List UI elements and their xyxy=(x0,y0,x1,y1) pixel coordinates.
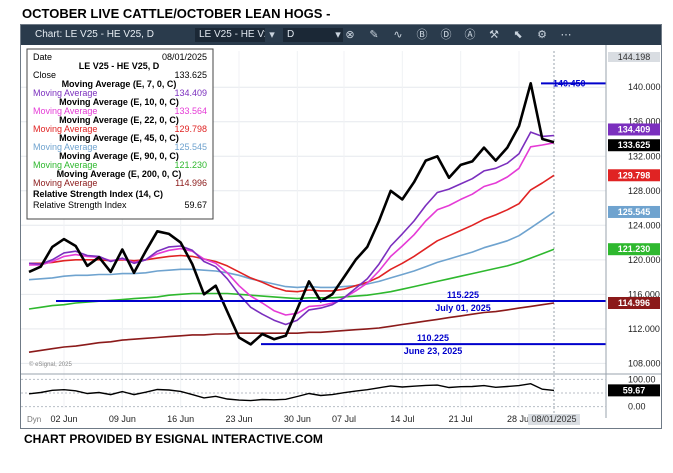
price-tick-label: 112.000 xyxy=(628,324,660,334)
d-icon[interactable]: Ⓓ xyxy=(440,29,452,41)
price-value-badge-label: 129.798 xyxy=(618,170,651,180)
time-tick-label: 30 Jun xyxy=(284,414,311,424)
interval-select[interactable]: D xyxy=(283,28,343,42)
info-rsi-title: Relative Strength Index (14, C) xyxy=(33,189,163,199)
price-value-badge-label: 121.230 xyxy=(618,244,651,254)
moving-average-line xyxy=(28,302,555,353)
price-value-badge xyxy=(608,205,660,218)
info-ma90-value: 121.230 xyxy=(174,160,207,170)
chart-credit: CHART PROVIDED BY ESIGNAL INTERACTIVE.CO… xyxy=(24,432,323,446)
page-title: OCTOBER LIVE CATTLE/OCTOBER LEAN HOGS - xyxy=(22,6,331,21)
info-ma7-value: 134.409 xyxy=(174,88,207,98)
info-ma90-title: Moving Average (E, 90, 0, C) xyxy=(59,151,179,161)
price-axis-area xyxy=(606,45,661,422)
info-date-label: Date xyxy=(33,52,52,62)
chart-toolbar: Chart: LE V25 - HE V25, D LE V25 - HE V2… xyxy=(21,25,661,45)
price-tick-label: 140.000 xyxy=(628,82,661,92)
info-ma90-label: Moving Average xyxy=(33,160,97,170)
info-ma7-label: Moving Average xyxy=(33,88,97,98)
moving-average-line xyxy=(28,248,555,310)
info-ma10-value: 133.564 xyxy=(174,106,207,116)
price-tick-label: 116.000 xyxy=(628,289,660,299)
price-value-badge xyxy=(608,139,660,152)
time-tick-label: 02 Jun xyxy=(50,414,77,424)
chevron-down-icon[interactable]: ▾ xyxy=(269,29,275,41)
price-tick-label: 136.000 xyxy=(628,117,661,127)
cursor-icon[interactable]: ⬉ xyxy=(513,29,523,41)
info-ma45-label: Moving Average xyxy=(33,142,97,152)
settings-icon[interactable]: ⚙ xyxy=(537,29,547,41)
info-ma7-title: Moving Average (E, 7, 0, C) xyxy=(62,79,177,89)
info-ma200-value: 114.996 xyxy=(175,178,207,188)
price-top-badge xyxy=(608,52,660,62)
price-top-label: 144.198 xyxy=(618,52,651,62)
price-tick-label: 128.000 xyxy=(628,186,661,196)
info-ma22-label: Moving Average xyxy=(33,124,97,134)
price-value-badge-label: 133.625 xyxy=(618,140,651,150)
level-date-label: June 23, 2025 xyxy=(404,346,463,356)
rsi-tick-label: 100.00 xyxy=(628,374,656,384)
info-date-value: 08/01/2025 xyxy=(162,52,207,62)
info-close-label: Close xyxy=(33,70,56,80)
info-ma22-value: 129.798 xyxy=(174,124,207,134)
wrench-icon[interactable]: ⚒ xyxy=(489,29,499,41)
price-value-badge-label: 114.996 xyxy=(618,298,650,308)
level-value-label: 140.450 xyxy=(553,78,586,88)
info-symbol: LE V25 - HE V25, D xyxy=(79,61,160,71)
b-icon[interactable]: Ⓑ xyxy=(416,29,428,41)
level-value-label: 115.225 xyxy=(447,290,479,300)
rsi-series-line xyxy=(28,382,555,402)
info-ma200-label: Moving Average xyxy=(33,178,97,188)
info-rsi-label: Relative Strength Index xyxy=(33,200,127,210)
time-tick-label: 28 Jul xyxy=(507,414,531,424)
level-date-label: July 01, 2025 xyxy=(435,303,491,313)
price-value-badge xyxy=(608,123,660,136)
price-value-badge-label: 125.545 xyxy=(618,207,651,217)
info-ma10-label: Moving Average xyxy=(33,106,97,116)
price-value-badge-label: 134.409 xyxy=(618,124,651,134)
info-close-value: 133.625 xyxy=(174,70,207,80)
chart-canvas: 140.450 115.225 July 01, 2025 110.225 June 2… xyxy=(21,45,661,425)
current-date-badge xyxy=(528,414,580,425)
level-value-label: 110.225 xyxy=(417,333,449,343)
rsi-value-badge xyxy=(608,384,660,397)
price-tick-label: 124.000 xyxy=(628,220,661,230)
price-tick-label: 132.000 xyxy=(628,151,661,161)
more-icon[interactable]: ⋯ xyxy=(560,29,572,41)
price-series-line xyxy=(28,81,555,346)
info-rsi-value: 59.67 xyxy=(184,200,207,210)
dyn-label[interactable]: Dyn xyxy=(27,415,41,424)
price-value-badge xyxy=(608,296,660,309)
symbol-input[interactable]: LE V25 - HE V25 - Hi xyxy=(195,28,265,42)
info-ma22-title: Moving Average (E, 22, 0, C) xyxy=(59,115,179,125)
time-tick-label: 23 Jun xyxy=(225,414,252,424)
info-ma10-title: Moving Average (E, 10, 0, C) xyxy=(59,97,179,107)
price-tick-label: 108.000 xyxy=(628,358,661,368)
time-tick-label: 09 Jun xyxy=(109,414,136,424)
moving-average-line xyxy=(28,211,555,289)
rsi-tick-label: 0.00 xyxy=(628,402,646,412)
price-tick-label: 120.000 xyxy=(628,255,661,265)
close-icon[interactable]: ⊗ xyxy=(345,29,355,41)
chevron-down-icon[interactable]: ▾ xyxy=(335,29,341,41)
time-tick-label: 14 Jul xyxy=(390,414,414,424)
info-ma45-title: Moving Average (E, 45, 0, C) xyxy=(59,133,179,143)
current-date-label: 08/01/2025 xyxy=(531,414,576,424)
info-panel: Date 08/01/2025 LE V25 - HE V25, D Close… xyxy=(26,48,214,220)
info-ma45-value: 125.545 xyxy=(174,142,207,152)
rsi-value-badge-label: 59.67 xyxy=(623,385,646,395)
price-value-badge xyxy=(608,169,660,182)
chart-title-field[interactable]: Chart: LE V25 - HE V25, D xyxy=(35,29,154,40)
pencil-icon[interactable]: ✎ xyxy=(369,29,379,41)
time-tick-label: 16 Jun xyxy=(167,414,194,424)
wave-icon[interactable]: ∿ xyxy=(393,29,403,41)
price-value-badge xyxy=(608,243,660,256)
time-tick-label: 07 Jul xyxy=(332,414,356,424)
time-tick-label: 21 Jul xyxy=(449,414,473,424)
watermark: © eSignal, 2025 xyxy=(29,361,72,368)
a-icon[interactable]: Ⓐ xyxy=(464,29,476,41)
chart-window: Chart: LE V25 - HE V25, D LE V25 - HE V2… xyxy=(20,24,662,429)
info-ma200-title: Moving Average (E, 200, 0, C) xyxy=(57,169,182,179)
